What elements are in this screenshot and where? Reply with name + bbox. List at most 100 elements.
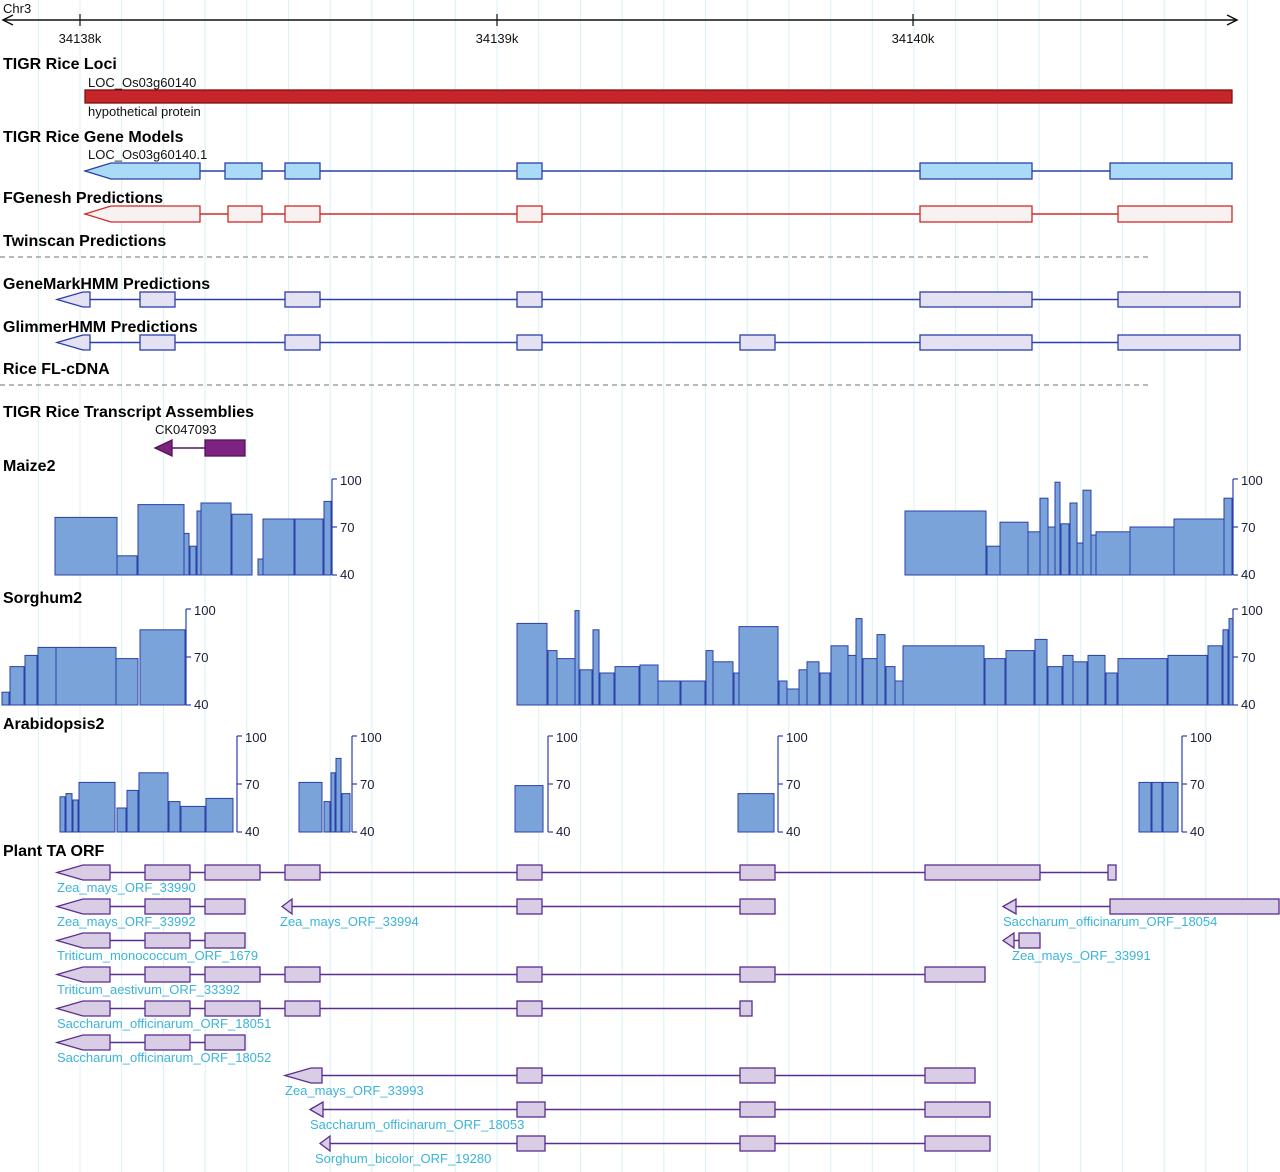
- exon[interactable]: [516, 898, 543, 915]
- exon[interactable]: [139, 334, 176, 351]
- direction-arrow-icon[interactable]: [1001, 897, 1017, 916]
- direction-arrow-icon[interactable]: [54, 932, 111, 949]
- direction-arrow-icon[interactable]: [282, 1067, 323, 1084]
- exon[interactable]: [919, 162, 1033, 180]
- orf-label[interactable]: Zea_mays_ORF_33993: [285, 1083, 424, 1098]
- orf-label[interactable]: Triticum_aestivum_ORF_33392: [57, 982, 240, 997]
- exon[interactable]: [144, 1034, 191, 1051]
- exon[interactable]: [739, 864, 776, 881]
- orf-label[interactable]: Saccharum_officinarum_ORF_18054: [1003, 914, 1217, 929]
- direction-arrow-icon[interactable]: [318, 1134, 331, 1153]
- gene-Saccharum_officinarum_ORF_18052[interactable]: [54, 1034, 246, 1051]
- gene-Triticum_monococcum_ORF_1679[interactable]: [54, 932, 246, 949]
- exon[interactable]: [1117, 334, 1241, 351]
- conservation-hist-maize2[interactable]: 100 70 40 100 70 40: [54, 473, 1263, 582]
- exon[interactable]: [924, 1135, 991, 1152]
- exon[interactable]: [227, 205, 263, 223]
- gene-Zea_mays_ORF_33990[interactable]: [54, 864, 1117, 881]
- exon[interactable]: [516, 1135, 546, 1152]
- exon[interactable]: [919, 291, 1033, 308]
- exon[interactable]: [144, 1000, 191, 1017]
- direction-arrow-icon[interactable]: [54, 1034, 111, 1051]
- direction-arrow-icon[interactable]: [280, 897, 293, 916]
- direction-arrow-icon[interactable]: [82, 205, 201, 223]
- exon[interactable]: [144, 864, 191, 881]
- exon[interactable]: [739, 1135, 776, 1152]
- exon[interactable]: [1117, 205, 1233, 223]
- locus-bar-LOC_Os03g60140[interactable]: [84, 89, 1233, 104]
- exon[interactable]: [739, 1101, 776, 1118]
- exon[interactable]: [224, 162, 263, 180]
- orf-label[interactable]: Saccharum_officinarum_ORF_18052: [57, 1050, 271, 1065]
- exon[interactable]: [1117, 291, 1241, 308]
- exon[interactable]: [284, 1000, 321, 1017]
- exon[interactable]: [516, 1101, 546, 1118]
- direction-arrow-icon[interactable]: [54, 864, 111, 881]
- exon[interactable]: [739, 334, 776, 351]
- exon[interactable]: [739, 1000, 753, 1017]
- orf-label[interactable]: Saccharum_officinarum_ORF_18053: [310, 1117, 524, 1132]
- gene-Zea_mays_ORF_33994[interactable]: [280, 897, 776, 916]
- exon[interactable]: [516, 334, 543, 351]
- exon[interactable]: [144, 898, 191, 915]
- exon[interactable]: [204, 932, 246, 949]
- conservation-hist-sorghum2[interactable]: 100 70 40 100 70 40: [1, 603, 1263, 712]
- orf-label[interactable]: Zea_mays_ORF_33992: [57, 914, 196, 929]
- gene-Zea_mays_ORF_33993[interactable]: [282, 1067, 976, 1084]
- direction-arrow-icon[interactable]: [54, 1000, 111, 1017]
- exon[interactable]: [144, 932, 191, 949]
- direction-arrow-icon[interactable]: [54, 334, 91, 351]
- exon[interactable]: [919, 205, 1033, 223]
- exon[interactable]: [516, 864, 543, 881]
- gene-LOC_Os03g60140.1[interactable]: [82, 162, 1233, 180]
- exon[interactable]: [284, 966, 321, 983]
- exon[interactable]: [516, 162, 543, 180]
- gene-Zea_mays_ORF_33991[interactable]: [1001, 931, 1041, 950]
- direction-arrow-icon[interactable]: [54, 291, 91, 308]
- exon[interactable]: [144, 966, 191, 983]
- exon[interactable]: [204, 439, 246, 457]
- gene-Saccharum_officinarum_ORF_18051[interactable]: [54, 1000, 753, 1017]
- exon[interactable]: [284, 205, 321, 223]
- gene-glimmerhmm-prediction[interactable]: [54, 334, 1241, 351]
- exon[interactable]: [516, 1000, 543, 1017]
- gene-Saccharum_officinarum_ORF_18053[interactable]: [308, 1100, 991, 1119]
- exon[interactable]: [516, 966, 543, 983]
- direction-arrow-icon[interactable]: [54, 966, 111, 983]
- gene-Triticum_aestivum_ORF_33392[interactable]: [54, 966, 986, 983]
- orf-label[interactable]: Triticum_monococcum_ORF_1679: [57, 948, 258, 963]
- gene-Saccharum_officinarum_ORF_18054[interactable]: [1001, 897, 1280, 916]
- exon[interactable]: [739, 898, 776, 915]
- exon[interactable]: [284, 291, 321, 308]
- gene-Zea_mays_ORF_33992[interactable]: [54, 898, 246, 915]
- exon[interactable]: [739, 966, 776, 983]
- exon[interactable]: [924, 1101, 991, 1118]
- exon[interactable]: [204, 898, 246, 915]
- direction-arrow-icon[interactable]: [1001, 931, 1015, 950]
- exon[interactable]: [1018, 932, 1041, 949]
- exon[interactable]: [204, 1034, 246, 1051]
- exon[interactable]: [516, 291, 543, 308]
- exon[interactable]: [516, 205, 543, 223]
- gene-model-name[interactable]: LOC_Os03g60140.1: [88, 147, 207, 162]
- orf-label[interactable]: Saccharum_officinarum_ORF_18051: [57, 1016, 271, 1031]
- exon[interactable]: [1109, 898, 1280, 915]
- exon[interactable]: [284, 162, 321, 180]
- gene-fgenesh-prediction[interactable]: [82, 205, 1233, 223]
- exon[interactable]: [924, 1067, 976, 1084]
- exon[interactable]: [204, 1000, 261, 1017]
- orf-label[interactable]: Zea_mays_ORF_33991: [1012, 948, 1151, 963]
- direction-arrow-icon[interactable]: [82, 162, 201, 180]
- exon[interactable]: [284, 334, 321, 351]
- direction-arrow-icon[interactable]: [54, 898, 111, 915]
- exon[interactable]: [204, 864, 261, 881]
- exon[interactable]: [284, 864, 321, 881]
- transcript-name[interactable]: CK047093: [155, 422, 216, 437]
- exon[interactable]: [204, 966, 261, 983]
- exon[interactable]: [924, 966, 986, 983]
- conservation-hist-arabidopsis2[interactable]: 100 70 40 100 70 40 100 70 40 100 70 40 100 70 40: [59, 730, 1212, 839]
- direction-arrow-icon[interactable]: [153, 438, 173, 458]
- exon[interactable]: [516, 1067, 543, 1084]
- orf-label[interactable]: Zea_mays_ORF_33994: [280, 914, 419, 929]
- exon[interactable]: [919, 334, 1033, 351]
